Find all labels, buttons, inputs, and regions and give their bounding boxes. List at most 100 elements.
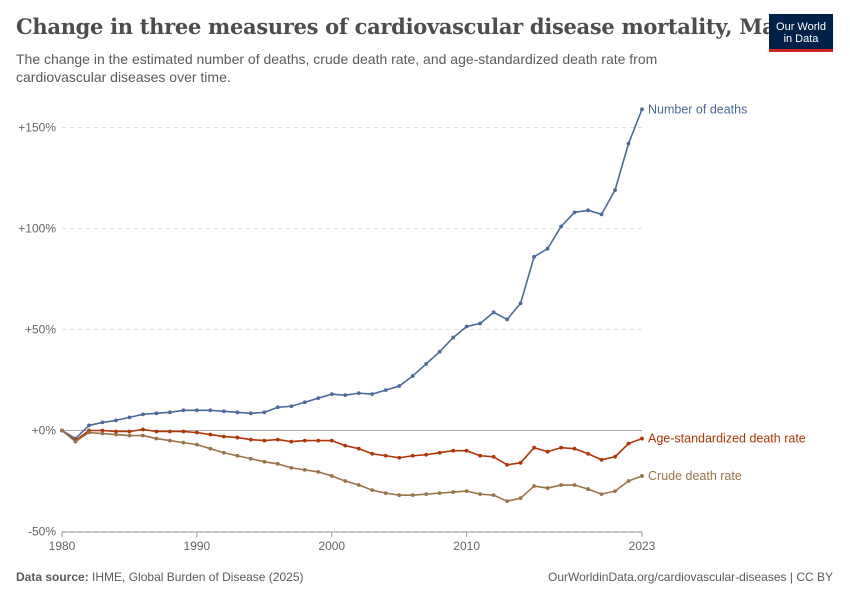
data-point	[221, 409, 226, 414]
data-point	[114, 418, 118, 423]
series-label: Age-standardized death rate	[648, 432, 806, 446]
y-tick-label: +100%	[18, 222, 56, 236]
logo-line-1: Our World	[776, 21, 826, 33]
data-point	[208, 408, 213, 413]
data-point	[235, 410, 240, 415]
data-point	[599, 212, 604, 217]
data-point	[464, 448, 469, 453]
data-point	[518, 301, 523, 306]
data-point	[221, 434, 226, 439]
series-label: Number of deaths	[648, 102, 747, 116]
data-point	[343, 393, 348, 398]
data-point	[181, 429, 186, 434]
data-point	[194, 430, 199, 435]
y-tick-label: -50%	[28, 525, 56, 539]
series-lines	[60, 107, 644, 504]
series-line	[61, 428, 643, 466]
data-point	[599, 457, 604, 462]
series-line	[61, 429, 643, 503]
data-point	[262, 410, 267, 415]
data-point	[545, 449, 550, 454]
data-point	[168, 410, 172, 415]
data-point	[221, 450, 226, 455]
data-point	[599, 492, 604, 497]
series-labels: Number of deaths Age-standardized death r…	[648, 102, 806, 483]
data-point	[532, 445, 536, 450]
data-point	[370, 451, 375, 456]
footer-link: OurWorldinData.org/cardiovascular-diseas…	[548, 570, 833, 584]
data-point	[181, 440, 186, 445]
data-point	[397, 384, 402, 388]
data-point	[397, 493, 402, 498]
data-point	[141, 412, 145, 417]
data-point	[383, 491, 388, 496]
data-point	[127, 429, 132, 434]
data-point	[383, 453, 388, 458]
data-point	[451, 490, 456, 495]
data-point	[410, 493, 415, 498]
data-point	[168, 438, 172, 443]
data-point	[478, 492, 483, 497]
chart-subtitle: The change in the estimated number of de…	[16, 51, 658, 85]
data-point	[289, 465, 294, 470]
data-point	[262, 459, 267, 464]
data-point	[437, 450, 442, 455]
data-point	[370, 488, 375, 492]
data-point	[613, 454, 617, 459]
data-point	[141, 427, 145, 432]
x-tick-label: 1980	[49, 539, 76, 553]
x-tick-label: 2023	[629, 539, 656, 553]
data-point	[141, 433, 145, 438]
data-point	[248, 437, 253, 442]
data-point	[289, 439, 294, 444]
data-point	[329, 438, 334, 443]
data-point	[248, 456, 253, 461]
data-point	[410, 453, 415, 458]
owid-logo[interactable]: Our World in Data	[769, 14, 833, 52]
data-point	[302, 438, 307, 443]
data-point	[626, 141, 631, 146]
data-point	[235, 435, 240, 440]
data-point	[464, 489, 469, 493]
data-point	[208, 446, 213, 451]
data-point	[73, 439, 78, 444]
data-point	[451, 335, 456, 340]
data-point	[518, 496, 523, 501]
data-point	[505, 317, 510, 322]
logo-line-2: in Data	[783, 33, 819, 45]
data-point	[114, 432, 118, 437]
data-point	[559, 224, 563, 229]
data-point	[559, 445, 563, 450]
series-crude-death-rate	[60, 428, 644, 504]
y-tick-label: +150%	[18, 121, 56, 135]
series-line	[61, 109, 643, 440]
data-point	[302, 400, 307, 405]
data-point	[586, 451, 590, 456]
data-point	[316, 396, 321, 401]
data-point	[316, 438, 321, 443]
data-point	[100, 431, 105, 436]
data-point	[545, 246, 550, 251]
data-point	[437, 349, 442, 354]
data-point	[613, 489, 617, 493]
series-number-of-deaths	[60, 107, 644, 441]
data-point	[572, 446, 577, 451]
data-point	[356, 391, 361, 396]
data-point	[87, 430, 91, 435]
data-point	[127, 415, 132, 420]
data-point	[397, 455, 402, 460]
license-text: | CC BY	[789, 570, 833, 584]
data-point	[343, 479, 348, 483]
data-point	[505, 462, 510, 467]
data-point	[545, 486, 550, 490]
data-point	[532, 254, 536, 259]
data-point	[437, 491, 442, 496]
data-point	[451, 448, 456, 453]
data-point	[194, 408, 199, 413]
data-point	[100, 420, 105, 425]
data-point	[181, 408, 186, 413]
data-point	[87, 423, 91, 428]
source-url-link[interactable]: OurWorldinData.org/cardiovascular-diseas…	[547, 570, 787, 584]
data-point	[532, 484, 536, 488]
data-point	[127, 433, 132, 438]
